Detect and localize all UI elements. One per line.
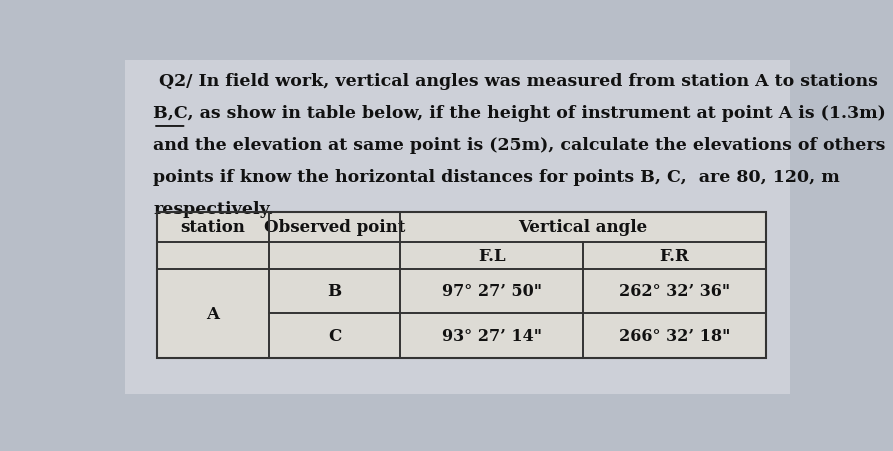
Bar [156,212,765,358]
Text: station: station [180,219,246,236]
Text: F.L: F.L [478,248,505,264]
Text: 93° 27’ 14": 93° 27’ 14" [441,327,541,344]
Text: points if know the horizontal distances for points B, C,  are 80, 120, m: points if know the horizontal distances … [154,169,840,186]
Bar [270,269,400,313]
Text: F.R: F.R [659,248,689,264]
Text: C: C [328,327,341,344]
Text: A: A [206,305,220,322]
Text: respectively.: respectively. [154,201,274,218]
Bar [156,212,270,243]
Text: Q2/ In field work, vertical angles was measured from station A to stations: Q2/ In field work, vertical angles was m… [154,73,878,90]
Bar [400,212,765,243]
Bar [400,313,583,358]
Text: 266° 32’ 18": 266° 32’ 18" [619,327,730,344]
Bar [583,269,765,313]
Bar [270,243,400,269]
Text: B,C, as show in table below, if the height of instrument at point A is (1.3m): B,C, as show in table below, if the heig… [154,105,886,122]
Text: 97° 27’ 50": 97° 27’ 50" [441,283,541,300]
Bar [400,243,583,269]
Text: and the elevation at same point is (25m), calculate the elevations of others: and the elevation at same point is (25m)… [154,137,886,154]
Bar [156,269,270,358]
Text: B: B [328,283,342,300]
Bar [583,313,765,358]
Bar [270,313,400,358]
Bar [270,212,400,243]
Bar [156,243,270,269]
Bar [400,269,583,313]
Text: Observed point: Observed point [264,219,405,236]
Text: Vertical angle: Vertical angle [518,219,647,236]
FancyBboxPatch shape [125,61,790,395]
Text: 262° 32’ 36": 262° 32’ 36" [619,283,730,300]
Bar [583,243,765,269]
